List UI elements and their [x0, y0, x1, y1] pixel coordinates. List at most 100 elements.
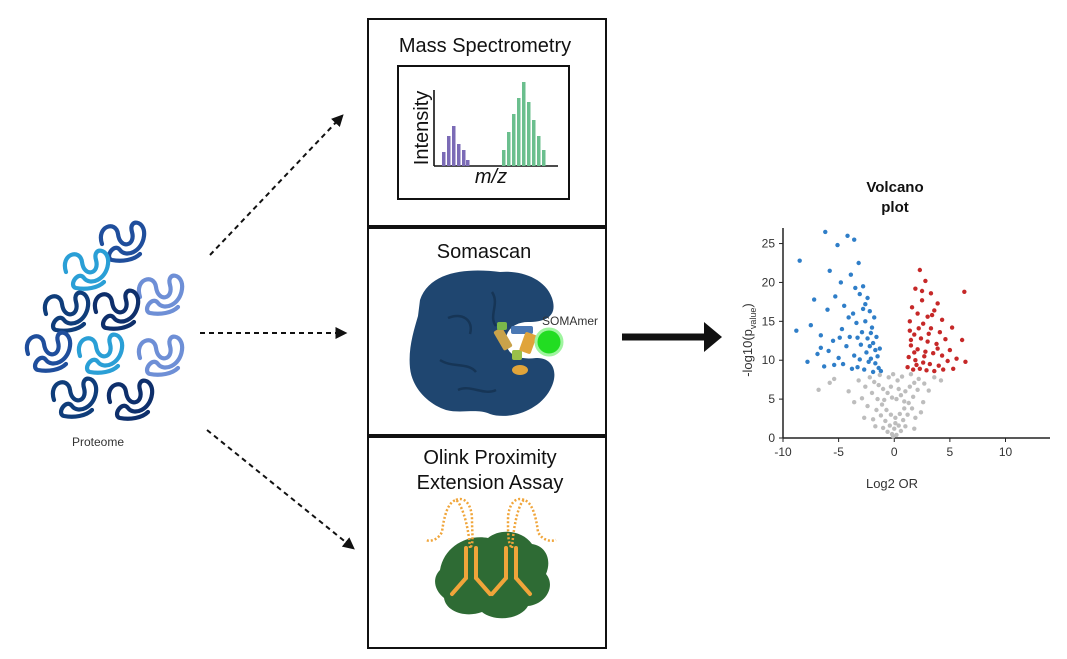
volcano-point-ns — [831, 376, 837, 382]
volcano-point-down — [853, 285, 858, 291]
somamer-strand-6 — [519, 332, 537, 354]
mass-spec-peaks — [442, 82, 546, 166]
volcano-point-ns — [938, 378, 944, 383]
volcano-point-ns — [827, 380, 832, 385]
proteome-cluster — [24, 220, 185, 421]
volcano-point-ns — [898, 393, 904, 398]
volcano-point-ns — [888, 384, 894, 389]
volcano-point-down — [850, 311, 856, 316]
volcano-point-ns — [906, 400, 911, 406]
volcano-point-down — [874, 334, 879, 340]
volcano-point-down — [872, 315, 877, 320]
volcano-point-down — [826, 348, 831, 354]
proteome-protein-9 — [50, 376, 99, 419]
volcano-point-up — [930, 351, 936, 356]
proteome-protein-4 — [42, 290, 91, 333]
volcano-point-ns — [870, 417, 876, 422]
mass-spec-xlabel: m/z — [475, 166, 507, 188]
volcano-point-up — [915, 347, 920, 352]
volcano-point-up — [954, 356, 959, 361]
volcano-point-down — [868, 356, 874, 361]
ms-peak-right-4 — [517, 98, 521, 166]
volcano-point-up — [934, 341, 939, 347]
volcano-point-down — [865, 336, 870, 341]
arrow-to-olink — [206, 429, 355, 550]
volcano-point-up — [936, 363, 941, 368]
volcano-point-down — [830, 338, 836, 343]
volcano-point-ns — [887, 423, 892, 428]
volcano-point-down — [863, 319, 868, 324]
volcano-point-down — [859, 330, 865, 335]
volcano-point-up — [947, 347, 953, 353]
volcano-xtick-label: 10 — [999, 445, 1013, 459]
volcano-point-up — [914, 362, 919, 368]
volcano-point-ns — [900, 417, 906, 423]
volcano-point-ns — [862, 415, 867, 420]
volcano-point-down — [811, 297, 817, 302]
volcano-point-down — [870, 340, 876, 346]
olink-target-protein — [435, 531, 550, 619]
volcano-point-ns — [920, 400, 926, 405]
volcano-point-down — [860, 284, 866, 289]
volcano-point-ns — [883, 418, 888, 424]
volcano-point-up — [913, 286, 918, 291]
volcano-point-ns — [890, 372, 896, 377]
volcano-point-up — [910, 367, 916, 372]
volcano-xtick-label: -5 — [833, 445, 844, 459]
volcano-point-down — [805, 359, 810, 364]
ms-peak-left-6 — [466, 160, 470, 166]
volcano-point-down — [869, 325, 875, 330]
mass-spec-ylabel: Intensity — [411, 91, 433, 165]
volcano-point-ns — [882, 397, 887, 403]
olink-antibody-right — [490, 546, 532, 596]
volcano-point-ns — [894, 432, 899, 438]
volcano-point-up — [912, 332, 917, 337]
volcano-point-ns — [885, 390, 890, 396]
volcano-point-up — [929, 312, 935, 318]
volcano-point-up — [907, 319, 913, 324]
volcano-point-up — [939, 317, 945, 322]
volcano-point-ns — [884, 407, 889, 413]
ms-peak-right-6 — [527, 102, 531, 166]
volcano-point-down — [875, 354, 880, 359]
volcano-point-down — [840, 361, 846, 367]
volcano-point-ns — [869, 390, 875, 396]
ms-peak-left-2 — [447, 136, 451, 166]
volcano-point-down — [825, 307, 830, 312]
volcano-point-up — [920, 360, 926, 365]
volcano-point-down — [808, 323, 814, 328]
volcano-point-up — [943, 337, 948, 342]
volcano-point-down — [833, 294, 838, 299]
volcano-point-down — [818, 345, 824, 350]
volcano-point-ns — [926, 388, 931, 393]
volcano-point-ns — [878, 413, 884, 418]
volcano-points — [794, 229, 968, 439]
volcano-point-ns — [899, 374, 905, 379]
volcano-point-ns — [905, 412, 910, 417]
volcano-point-down — [865, 295, 870, 301]
ms-peak-left-3 — [452, 126, 456, 166]
volcano-ytick-label: 10 — [762, 353, 776, 367]
volcano-point-up — [928, 326, 934, 331]
proteome-protein-10 — [106, 378, 155, 421]
volcano-point-down — [855, 365, 860, 370]
somamer-fluorophore — [534, 327, 564, 357]
mass-spec-panel: Mass Spectrometry Intensity m/z — [367, 18, 607, 227]
volcano-point-ns — [896, 386, 901, 392]
volcano-point-down — [839, 326, 845, 332]
volcano-point-up — [941, 367, 946, 372]
volcano-point-up — [949, 325, 955, 330]
somamer-strand-5 — [497, 322, 507, 330]
volcano-point-down — [815, 351, 820, 357]
volcano-ytick-label: 25 — [762, 237, 776, 251]
volcano-point-down — [831, 362, 837, 368]
volcano-point-ns — [902, 399, 907, 404]
volcano-point-ns — [903, 424, 908, 429]
volcano-point-up — [935, 346, 940, 351]
volcano-point-ns — [872, 379, 877, 385]
volcano-point-up — [917, 267, 923, 273]
ms-peak-right-5 — [522, 82, 526, 166]
somascan-title: Somascan — [437, 241, 532, 263]
volcano-point-ns — [874, 407, 879, 413]
volcano-point-down — [855, 335, 860, 340]
